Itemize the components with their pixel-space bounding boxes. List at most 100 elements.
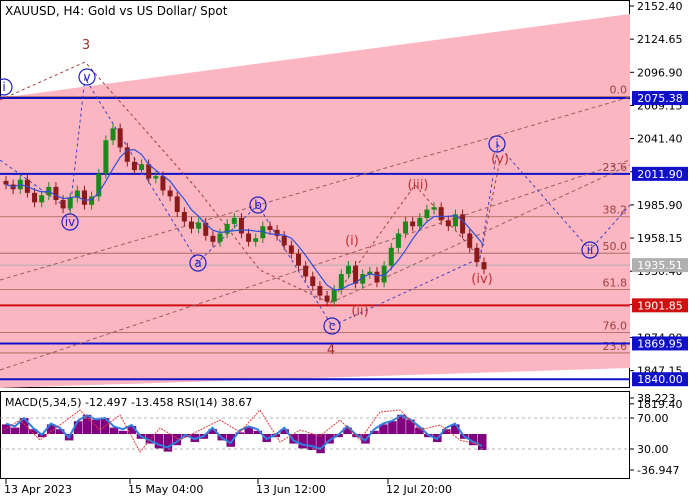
wave-label: a: [194, 256, 201, 270]
wave-label: (v): [491, 152, 509, 167]
fibo-group: 0.0 23.6 38.2 50.0 61.8 76.0 23.6: [0, 84, 630, 354]
macd-bar: [82, 414, 92, 434]
candle-body: [260, 226, 266, 239]
macd-bar: [100, 418, 110, 434]
time-tick-label: 13 Jun 12:00: [256, 483, 326, 496]
macd-bar: [451, 424, 460, 434]
candle-body: [3, 180, 9, 185]
candle-body: [303, 265, 309, 277]
wave-label-circle: [61, 213, 79, 231]
macd-bar: [307, 434, 316, 450]
macd-bar: [2, 424, 11, 434]
time-axis: 13 Apr 2023 15 May 04:00 13 Jun 12:00 12 Ju…: [4, 479, 452, 496]
level-price-box: [632, 372, 688, 387]
candle-body: [417, 217, 423, 227]
price-tick-label: 1958.15: [637, 232, 683, 245]
candle-body: [153, 176, 159, 179]
macd-bar: [73, 421, 83, 434]
candle-body: [203, 222, 209, 236]
candle-body: [174, 196, 180, 212]
candle-body: [32, 192, 38, 203]
candle-body: [196, 222, 202, 229]
level-price-box: [632, 336, 688, 351]
macd-tick-label: 70.00: [637, 412, 669, 425]
wave-label: ii: [587, 243, 594, 257]
candle-body: [374, 271, 380, 283]
candle-body: [60, 200, 66, 209]
candle-body: [167, 190, 173, 197]
price-axis: 2152.402124.652096.902069.152041.402013.…: [630, 0, 688, 411]
candle-body: [481, 262, 487, 270]
level-price-label: 2075.38: [637, 92, 683, 105]
candle-body: [74, 190, 80, 198]
macd-bar: [91, 419, 101, 434]
candle-body: [96, 173, 102, 197]
wave-label-circle: [249, 196, 267, 214]
macd-bar: [415, 427, 424, 434]
candle-body: [160, 176, 166, 191]
level-price-box: [632, 298, 688, 313]
candle-body: [238, 217, 244, 234]
macd-rsi-line: [3, 409, 481, 453]
level-price-box: [632, 258, 688, 273]
macd-label: MACD(5,34,5) -12.497 -13.458 RSI(14) 38.…: [5, 396, 252, 409]
level-price-label: 2011.90: [637, 168, 683, 181]
candle-body: [117, 128, 123, 148]
candle-body: [231, 217, 237, 224]
chart-title: XAUUSD, H4: Gold vs US Dollar/ Spot: [5, 4, 228, 18]
candle-body: [403, 221, 409, 234]
candle-body: [331, 289, 337, 302]
candle-body: [445, 220, 451, 227]
channels: 0.0 23.6 38.2 50.0 61.8 76.0 23.6 3 v iv a b c 4 (i) (…: [0, 14, 630, 388]
macd-bar: [343, 427, 352, 434]
macd-bar: [163, 434, 173, 452]
dashed-channel-upper: [0, 96, 630, 281]
upper-channel: [0, 14, 630, 287]
wave-label: v: [83, 70, 90, 84]
macd-bar: [46, 424, 56, 434]
macd-group: [0, 414, 630, 454]
wave-label-circle: [0, 78, 13, 96]
macd-bar: [397, 414, 406, 434]
candle-body: [296, 253, 302, 266]
fibo-level-label: 23.6: [603, 340, 628, 353]
wave-label: i: [495, 137, 498, 151]
candle-body: [139, 164, 145, 171]
wave-label-circle: [323, 317, 341, 335]
candle-body: [452, 214, 458, 227]
wave-label: (iv): [471, 272, 492, 287]
time-tick-label: 15 May 04:00: [128, 483, 203, 496]
price-tick-label: 1985.90: [637, 199, 683, 212]
candle-body: [395, 233, 401, 248]
candle-body: [210, 235, 216, 242]
candle-body: [67, 197, 73, 209]
candle-body: [253, 238, 259, 242]
macd-bar: [118, 430, 128, 434]
candle-body: [217, 233, 223, 242]
candle-body: [281, 235, 287, 246]
macd-bar: [253, 430, 262, 434]
candle-body: [360, 274, 366, 284]
candle-body: [317, 286, 323, 296]
lower-channel: [0, 287, 630, 388]
level-price-label: 1869.95: [637, 337, 683, 350]
fibo-level-label: 23.6: [603, 161, 628, 174]
wave-dashed-lines: [0, 61, 630, 371]
macd-bar: [298, 434, 307, 449]
wave-label: b: [254, 198, 262, 212]
candle-body: [467, 233, 473, 248]
candle-body: [81, 190, 87, 205]
wave-label: 4: [327, 343, 335, 358]
macd-bar: [145, 434, 155, 444]
candle-body: [353, 265, 359, 284]
macd-bar: [280, 429, 289, 434]
wave-label: i: [2, 80, 5, 94]
candle-body: [224, 223, 230, 234]
moving-average-line: [5, 148, 485, 291]
macd-bar: [208, 429, 218, 434]
wave-label: (i): [345, 234, 359, 249]
candle-body: [345, 265, 351, 275]
time-tick-label: 13 Apr 2023: [4, 483, 72, 496]
